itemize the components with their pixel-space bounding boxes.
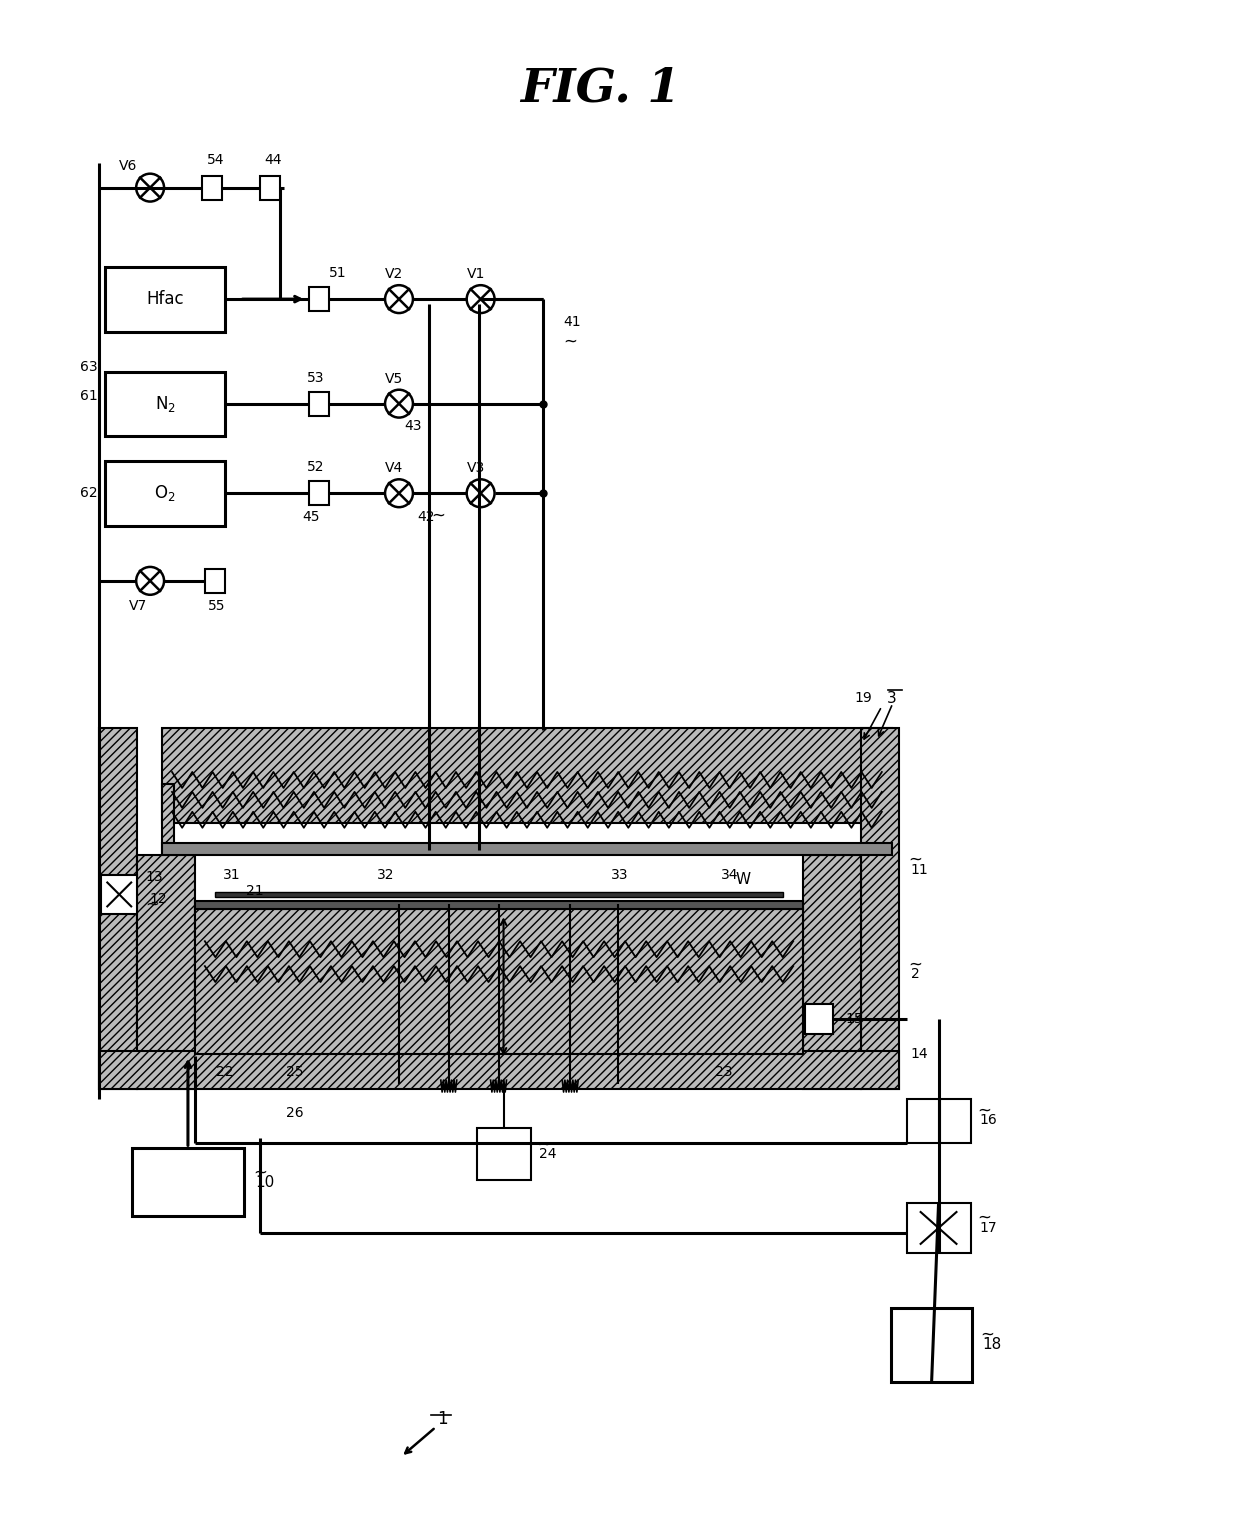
Bar [310,392,330,416]
Bar [259,175,279,200]
Text: 41: 41 [563,315,580,329]
Text: 18: 18 [982,1337,1002,1351]
Text: ~: ~ [977,1102,992,1119]
Text: 11: 11 [910,862,929,877]
Text: 63: 63 [79,360,98,374]
Text: 16: 16 [980,1113,997,1128]
Bar [102,874,138,914]
Text: Hfac: Hfac [146,291,184,308]
Text: ~: ~ [909,956,923,973]
Text: ~: ~ [430,506,445,525]
Bar [195,910,804,1054]
Text: 52: 52 [306,460,324,474]
Bar [205,569,224,593]
Text: 55: 55 [208,599,226,613]
Bar [162,843,892,854]
Bar [105,372,224,437]
Bar [99,728,138,1088]
Text: V1: V1 [466,268,485,282]
Text: 2: 2 [910,966,919,980]
Bar [890,1308,972,1382]
Bar [804,854,861,1088]
Text: 45: 45 [303,509,320,525]
Bar [162,783,174,866]
Text: 61: 61 [79,389,98,403]
Text: N$_2$: N$_2$ [155,394,176,414]
Text: V3: V3 [466,462,485,476]
Text: V5: V5 [384,372,403,386]
Text: 15: 15 [844,1011,863,1027]
Bar [105,268,224,332]
Text: ~: ~ [145,896,159,913]
Bar [805,1003,833,1034]
Text: 62: 62 [79,486,98,500]
Text: FIG. 1: FIG. 1 [520,65,681,111]
Bar [861,728,899,1088]
Bar [880,783,892,866]
Text: 43: 43 [404,419,422,432]
Text: 22: 22 [216,1065,233,1079]
Bar [195,902,804,910]
Text: 24: 24 [539,1147,557,1162]
Text: 31: 31 [223,868,241,882]
Bar [215,893,784,897]
Bar [310,288,330,311]
Text: 17: 17 [980,1220,997,1234]
Text: 23: 23 [714,1065,733,1079]
Bar [202,175,222,200]
Text: 44: 44 [265,152,283,166]
Text: 51: 51 [329,266,346,280]
Bar [99,1051,899,1088]
Text: 19: 19 [854,691,872,705]
Text: V4: V4 [384,462,403,476]
Text: O$_2$: O$_2$ [154,483,176,503]
Text: 34: 34 [720,868,738,882]
Text: 10: 10 [255,1174,275,1190]
Text: ~: ~ [254,1163,268,1182]
Bar [138,854,195,1088]
Text: ~: ~ [981,1325,994,1344]
Text: 3: 3 [887,691,897,706]
Text: W: W [735,873,751,886]
Text: ~: ~ [537,1136,552,1153]
Bar [105,462,224,526]
Text: 21: 21 [246,885,263,899]
Bar [133,1148,244,1216]
Text: ~: ~ [563,332,578,351]
Text: 53: 53 [306,371,324,385]
Text: 12: 12 [149,893,166,906]
Text: 25: 25 [285,1065,304,1079]
Text: 33: 33 [611,868,629,882]
Bar [476,1128,532,1180]
Text: ~: ~ [977,1210,992,1227]
Text: V7: V7 [129,599,148,613]
Text: ~: ~ [909,851,923,868]
Bar [162,728,892,823]
Text: V6: V6 [119,159,138,172]
Text: 26: 26 [285,1107,304,1120]
Text: V2: V2 [384,268,403,282]
Text: 13: 13 [145,870,162,883]
Text: 14: 14 [910,1047,929,1060]
Text: 32: 32 [377,868,394,882]
Text: 42: 42 [417,509,434,525]
Text: 1: 1 [438,1410,448,1428]
Bar [906,1099,971,1143]
Bar [310,482,330,505]
Bar [906,1203,971,1253]
Text: 54: 54 [207,152,224,166]
